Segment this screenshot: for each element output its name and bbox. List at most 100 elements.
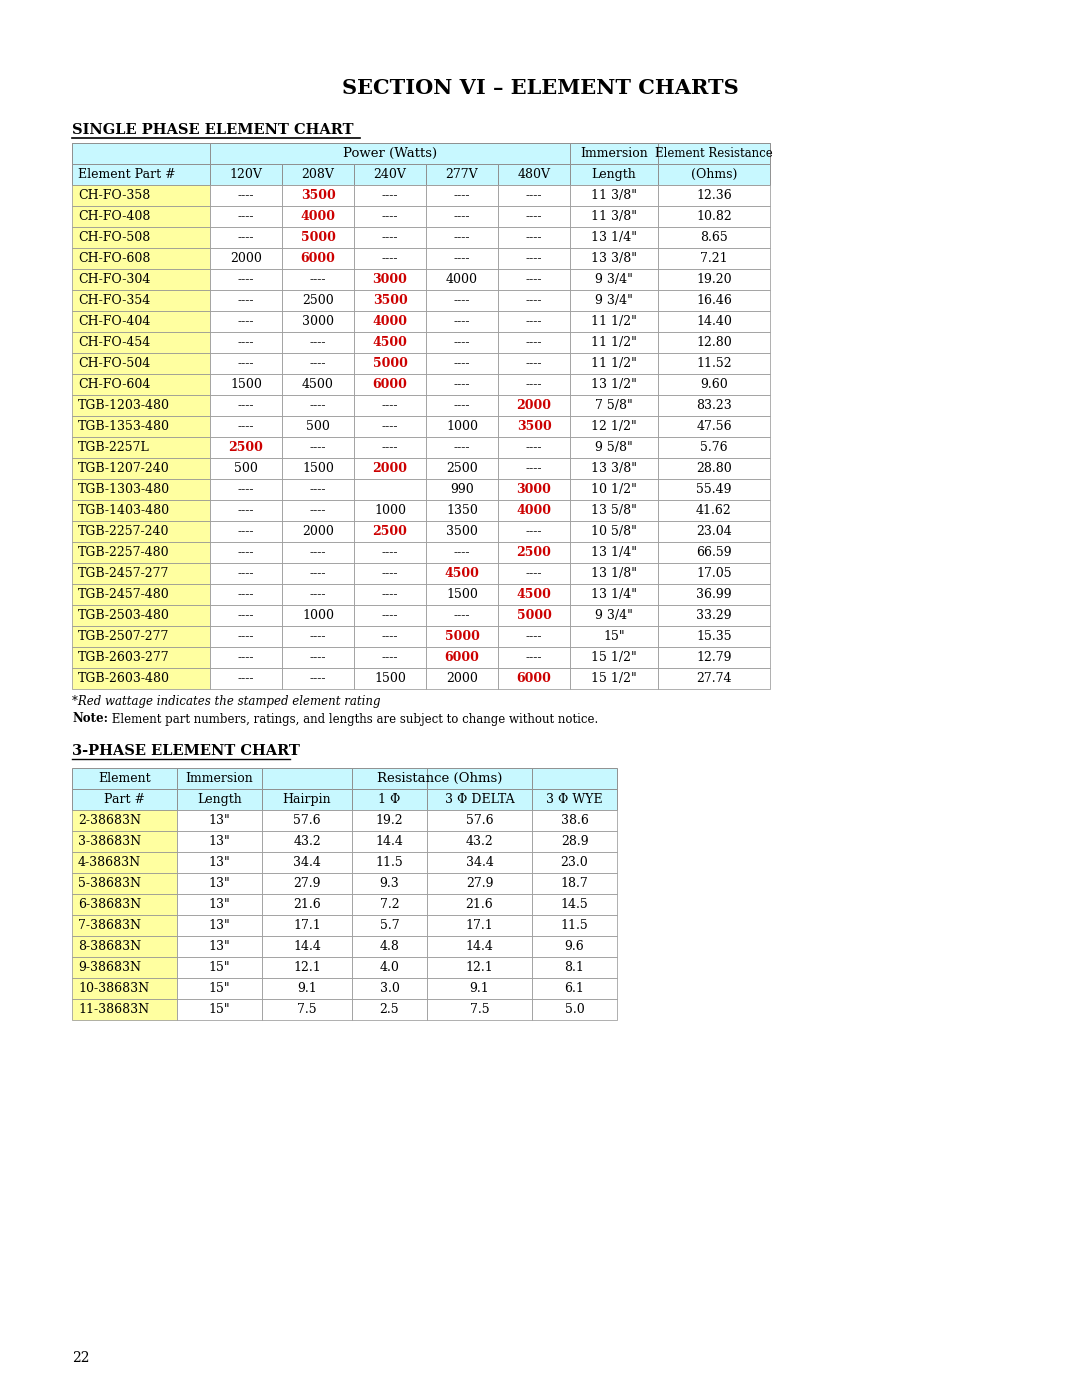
Bar — [570, 500, 658, 521]
Bar — [282, 647, 354, 668]
Text: ----: ---- — [454, 314, 470, 328]
Text: 2000: 2000 — [373, 462, 407, 475]
Text: ----: ---- — [238, 231, 254, 244]
Text: Note:: Note: — [72, 712, 108, 725]
Text: 21.6: 21.6 — [293, 898, 321, 911]
Bar — [210, 416, 282, 437]
Bar — [72, 915, 177, 936]
Text: ----: ---- — [454, 210, 470, 224]
Bar — [427, 894, 532, 915]
Bar — [72, 521, 210, 542]
Text: 19.2: 19.2 — [376, 814, 403, 827]
Bar — [72, 291, 210, 312]
Text: TGB-1403-480: TGB-1403-480 — [78, 504, 171, 517]
Text: 3-38683N: 3-38683N — [78, 835, 141, 848]
Text: 14.4: 14.4 — [376, 835, 404, 848]
Bar — [72, 312, 210, 332]
Text: ----: ---- — [310, 400, 326, 412]
Bar — [352, 831, 427, 852]
Bar — [262, 831, 352, 852]
Text: 41.62: 41.62 — [697, 504, 732, 517]
Bar — [72, 542, 210, 563]
Text: 13 1/2": 13 1/2" — [591, 379, 637, 391]
Text: 3.0: 3.0 — [379, 982, 400, 995]
Text: 13": 13" — [208, 877, 230, 890]
Bar — [498, 437, 570, 458]
Text: 2500: 2500 — [516, 546, 552, 559]
Bar — [658, 647, 770, 668]
Text: 1500: 1500 — [302, 462, 334, 475]
Bar — [570, 584, 658, 605]
Bar — [72, 768, 177, 789]
Bar — [354, 626, 426, 647]
Bar — [282, 584, 354, 605]
Text: 2500: 2500 — [229, 441, 264, 454]
Bar — [498, 626, 570, 647]
Text: 4500: 4500 — [373, 337, 407, 349]
Text: ----: ---- — [526, 189, 542, 203]
Bar — [532, 978, 617, 999]
Bar — [532, 789, 617, 810]
Text: 10 1/2": 10 1/2" — [591, 483, 637, 496]
Bar — [210, 205, 282, 226]
Bar — [262, 810, 352, 831]
Bar — [532, 768, 617, 789]
Bar — [426, 479, 498, 500]
Text: 15": 15" — [208, 1003, 230, 1016]
Text: ----: ---- — [454, 231, 470, 244]
Bar — [570, 270, 658, 291]
Text: 120V: 120V — [230, 168, 262, 182]
Bar — [426, 458, 498, 479]
Bar — [282, 563, 354, 584]
Bar — [352, 915, 427, 936]
Bar — [282, 312, 354, 332]
Bar — [352, 810, 427, 831]
Text: 277V: 277V — [446, 168, 478, 182]
Bar — [658, 142, 770, 163]
Text: CH-FO-604: CH-FO-604 — [78, 379, 150, 391]
Text: 27.74: 27.74 — [697, 672, 732, 685]
Text: 240V: 240V — [374, 168, 406, 182]
Bar — [570, 332, 658, 353]
Text: 7-38683N: 7-38683N — [78, 919, 141, 932]
Text: 9.6: 9.6 — [565, 940, 584, 953]
Bar — [282, 605, 354, 626]
Bar — [658, 270, 770, 291]
Bar — [426, 184, 498, 205]
Bar — [282, 521, 354, 542]
Bar — [426, 521, 498, 542]
Text: 12.36: 12.36 — [697, 189, 732, 203]
Bar — [532, 915, 617, 936]
Text: 1500: 1500 — [374, 672, 406, 685]
Text: 7.5: 7.5 — [297, 1003, 316, 1016]
Text: 7 5/8": 7 5/8" — [595, 400, 633, 412]
Text: ----: ---- — [381, 546, 399, 559]
Bar — [352, 999, 427, 1020]
Bar — [427, 936, 532, 957]
Text: SECTION VI – ELEMENT CHARTS: SECTION VI – ELEMENT CHARTS — [341, 78, 739, 98]
Text: ----: ---- — [238, 525, 254, 538]
Text: ----: ---- — [238, 189, 254, 203]
Bar — [72, 626, 210, 647]
Text: ----: ---- — [526, 314, 542, 328]
Text: ----: ---- — [526, 651, 542, 664]
Bar — [532, 957, 617, 978]
Text: TGB-2257-480: TGB-2257-480 — [78, 546, 170, 559]
Bar — [72, 142, 770, 163]
Bar — [658, 500, 770, 521]
Text: 5.0: 5.0 — [565, 1003, 584, 1016]
Bar — [532, 873, 617, 894]
Text: 6000: 6000 — [445, 651, 480, 664]
Bar — [570, 312, 658, 332]
Bar — [532, 810, 617, 831]
Bar — [72, 978, 177, 999]
Bar — [354, 353, 426, 374]
Text: ----: ---- — [381, 441, 399, 454]
Text: 36.99: 36.99 — [697, 588, 732, 601]
Text: ----: ---- — [381, 189, 399, 203]
Text: 8.65: 8.65 — [700, 231, 728, 244]
Text: ----: ---- — [526, 210, 542, 224]
Text: 13": 13" — [208, 856, 230, 869]
Bar — [72, 852, 177, 873]
Text: 15.35: 15.35 — [697, 630, 732, 643]
